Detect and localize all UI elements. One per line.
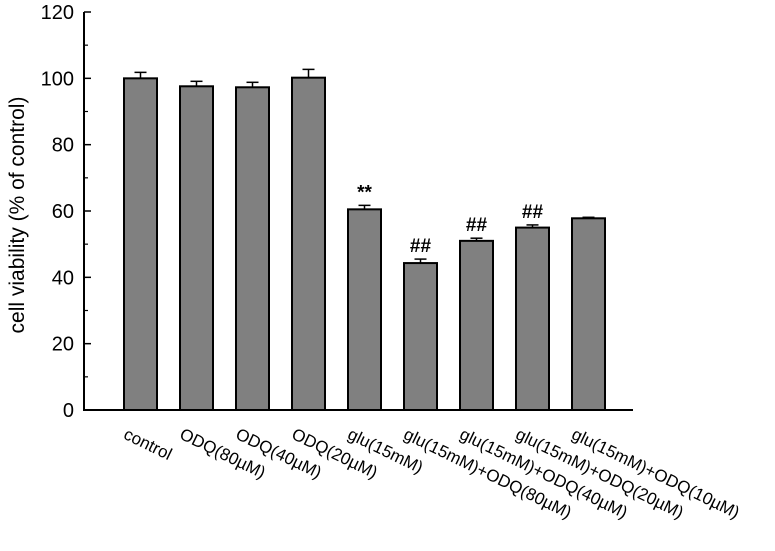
significance-marker: **	[357, 182, 372, 203]
bar	[235, 86, 270, 411]
y-tick-label: 20	[52, 334, 74, 356]
y-tick-label: 40	[52, 267, 74, 289]
y-axis-label: cell viability (% of control)	[6, 97, 29, 334]
bar	[459, 239, 494, 411]
bar	[347, 208, 382, 411]
bar	[123, 77, 158, 411]
y-tick-label: 0	[63, 400, 74, 422]
bar	[179, 85, 214, 411]
bar	[515, 226, 550, 411]
y-tick-label: 120	[41, 2, 74, 24]
bars-group	[123, 68, 606, 411]
axes-group	[83, 11, 633, 411]
y-tick-label: 100	[41, 68, 74, 90]
significance-marker: ##	[466, 215, 488, 236]
bar	[571, 217, 606, 411]
significance-marker: ##	[522, 202, 544, 223]
y-tick-label: 60	[52, 201, 74, 223]
x-tick-label: control	[121, 425, 175, 464]
bar	[403, 262, 438, 411]
y-tick-label: 80	[52, 135, 74, 157]
bar	[291, 76, 326, 411]
significance-marker: ##	[410, 236, 432, 257]
